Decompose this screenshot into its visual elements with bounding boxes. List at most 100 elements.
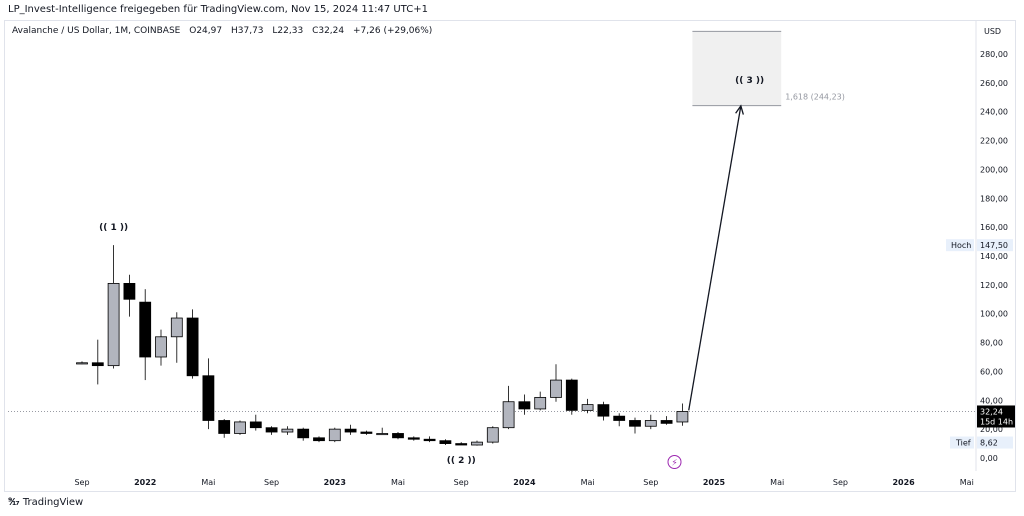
candle [550,364,562,402]
candle [407,436,420,441]
y-tick-label: 280,00 [980,50,1008,59]
x-tick-label: Mai [391,478,405,487]
symbol-name[interactable]: Avalanche / US Dollar, 1M, COINBASE [12,26,181,36]
ohlc-low: L22,33 [272,26,304,36]
candle-body [123,282,136,300]
y-tick-label: 260,00 [980,79,1008,88]
wave-label: (( 3 )) [735,76,764,86]
candle [186,309,199,379]
candle-body [502,401,515,429]
target-arrow [688,105,742,411]
currency-label: USD [984,27,1001,36]
y-tick-label: 140,00 [980,252,1008,261]
x-tick-label: 2024 [513,478,536,487]
low-value: 8,62 [980,439,998,448]
candle [155,329,167,366]
candle-body [155,336,167,358]
candle [281,426,294,435]
x-tick-label: Sep [643,478,658,487]
candle [76,361,88,365]
candle [170,312,183,363]
candle-body [281,428,294,433]
candle-body [613,415,626,421]
candle-body [439,440,452,444]
candle [139,289,152,381]
chart-frame [4,20,1016,492]
candle [597,401,610,421]
ohlc-open: O24,97 [189,26,223,36]
candle-body [455,443,468,446]
candle [581,398,594,414]
annotation-layer: (( 1 )) (( 2 )) (( 3 )) ⚡ [99,76,764,469]
candle [392,432,404,440]
candle-body [186,317,199,377]
candle-body [392,433,404,439]
price-scale: USD 0,00 20,00 40,00 60,00 80,00 100,00 120,00 1… [946,21,1015,471]
candle-body [550,379,562,398]
candle-body [376,433,389,436]
chart-title: LP_Invest-Intelligence freigegeben für T… [8,4,428,15]
candle-body [660,420,673,424]
last-price-value: 32,24 [980,407,1003,416]
tradingview-logo-icon: ⁹⁄₁₇ [8,497,20,508]
low-value-bg [977,436,1013,449]
candle [249,414,262,431]
candle [297,427,310,441]
candle [344,424,357,435]
last-price-badge [977,405,1015,428]
candle-body [423,438,436,442]
candle-body [313,437,325,442]
y-tick-label: 20,00 [980,425,1003,434]
candle-body [629,420,641,427]
x-tick-label: Mai [960,478,974,487]
x-tick-label: Mai [201,478,215,487]
candle [423,436,436,443]
low-label: Tief [955,439,971,448]
candle-body [581,404,594,411]
candle [534,391,547,411]
candle [486,426,499,444]
y-tick-label: 160,00 [980,223,1008,232]
tradingview-logo[interactable]: ⁹⁄₁₇ TradingView [8,497,83,508]
lightning-icon-glyph: ⚡ [671,459,677,469]
candle-body [676,411,689,423]
wave-label: (( 1 )) [99,223,128,233]
fib-level-label: 1,618 (244,23) [785,93,845,102]
target-zone-box [692,31,782,106]
x-tick-label: 2022 [134,478,156,487]
candle-body [218,420,231,434]
candle-body [644,420,657,427]
y-tick-label: 200,00 [980,165,1008,174]
ohlc-high: H37,73 [230,26,264,36]
high-value-bg [977,239,1013,252]
candle [123,274,136,317]
candle [644,414,657,430]
time-scale: Sep 2022 Mai Sep 2023 Mai Sep 2024 Mai Sep 2025 Mai… [74,478,973,487]
candle-body [407,437,420,440]
candle [565,378,578,415]
high-label-bg [946,239,974,252]
candle [360,430,373,435]
ohlc-change: +7,26 (+29,06%) [353,26,433,36]
ohlc-close: C32,24 [312,26,345,36]
candle-body [534,396,547,410]
low-label-bg [950,436,974,449]
target-zone-layer: 1,618 (244,23) [692,30,845,107]
y-tick-label: 220,00 [980,137,1008,146]
candle [107,245,120,369]
x-tick-label: 2026 [892,478,915,487]
candle [518,394,531,415]
candle [660,416,673,425]
candles-layer [76,245,689,446]
candle-body [76,362,88,365]
candle-body [344,428,357,433]
candle-body [170,317,183,338]
x-tick-label: 2025 [703,478,726,487]
candle-body [597,404,610,417]
y-tick-label: 180,00 [980,194,1008,203]
candle-body [202,375,215,421]
y-tick-label: 60,00 [980,367,1003,376]
x-tick-label: Sep [74,478,89,487]
candle-body [107,282,120,367]
